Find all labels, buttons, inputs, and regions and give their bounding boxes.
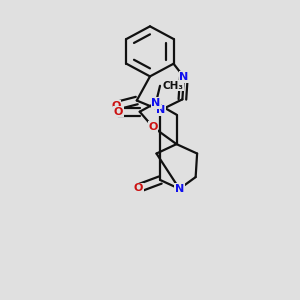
Text: CH₃: CH₃ — [163, 81, 184, 91]
Text: N: N — [156, 105, 165, 115]
Text: O: O — [113, 107, 123, 117]
Text: O: O — [112, 101, 121, 111]
Text: N: N — [151, 98, 160, 108]
Text: O: O — [134, 183, 143, 193]
Text: O: O — [148, 122, 158, 132]
Text: N: N — [179, 72, 188, 82]
Text: N: N — [175, 184, 184, 194]
